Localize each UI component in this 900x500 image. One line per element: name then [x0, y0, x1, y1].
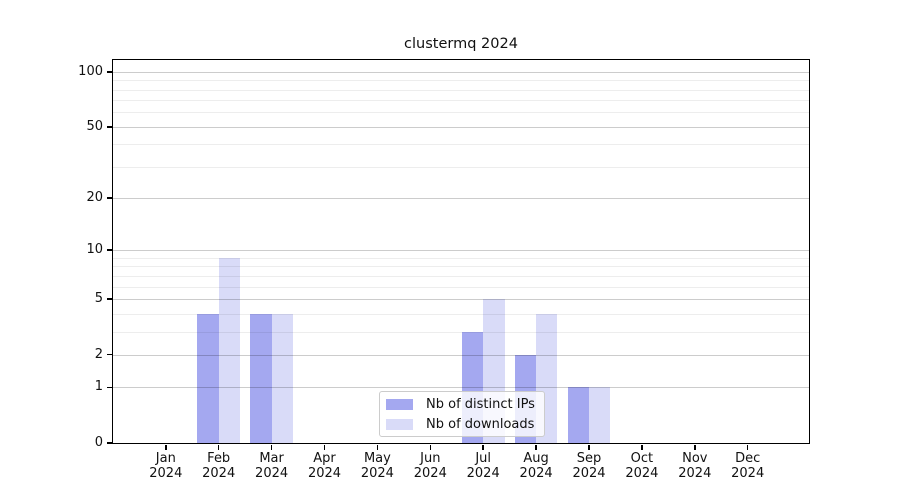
chart-title: clustermq 2024 [404, 36, 518, 52]
x-tick [694, 444, 696, 450]
y-tick-label: 0 [94, 435, 103, 450]
bar-distinct-ips [197, 313, 219, 443]
gridline-minor [113, 266, 809, 268]
x-tick-label: Jan 2024 [149, 451, 183, 481]
y-tick [106, 71, 112, 73]
gridline-minor [113, 286, 809, 288]
bar-downloads [218, 257, 241, 443]
x-tick-label: Aug 2024 [519, 451, 553, 481]
y-tick-label: 5 [94, 290, 103, 306]
x-tick [323, 444, 326, 450]
bar-distinct-ips [250, 313, 272, 443]
y-tick [106, 298, 112, 300]
y-tick [106, 126, 112, 128]
x-tick [746, 444, 749, 450]
y-tick-label: 100 [78, 63, 103, 79]
gridline-major [113, 250, 809, 252]
legend-row-distinct-ips: Nb of distinct IPs [386, 396, 544, 412]
legend-row-downloads: Nb of downloads [386, 416, 544, 432]
legend-label-downloads: Nb of downloads [426, 416, 535, 432]
y-tick [106, 353, 112, 356]
x-tick-label: Dec 2024 [731, 451, 765, 481]
x-tick-label: Apr 2024 [307, 451, 342, 481]
gridline-minor [113, 100, 809, 102]
x-tick [588, 444, 590, 450]
x-tick-label: Jun 2024 [413, 451, 447, 481]
gridline-major [113, 198, 809, 200]
gridline-major [113, 298, 809, 300]
x-tick [376, 444, 379, 450]
y-tick-label: 20 [86, 190, 103, 206]
x-tick [429, 444, 432, 450]
x-tick [165, 444, 167, 450]
x-tick-label: Nov 2024 [678, 451, 712, 481]
x-tick-label: Jul 2024 [466, 451, 500, 481]
x-tick-label: May 2024 [360, 451, 394, 481]
x-tick-label: Feb 2024 [202, 451, 236, 481]
bar-downloads [271, 313, 293, 443]
y-tick-label: 10 [86, 242, 103, 258]
x-tick-label: Mar 2024 [255, 451, 289, 481]
gridline-minor [113, 331, 809, 333]
y-tick-label: 1 [94, 379, 103, 395]
y-tick-label: 2 [94, 346, 103, 362]
gridline-minor [113, 275, 809, 277]
y-tick [106, 386, 112, 388]
legend-label-distinct-ips: Nb of distinct IPs [426, 396, 535, 412]
bar-distinct-ips [567, 387, 589, 443]
y-tick-label: 50 [86, 118, 103, 134]
gridline-minor [113, 89, 809, 91]
y-tick [106, 197, 112, 199]
gridline-major [113, 71, 809, 73]
x-tick [270, 444, 273, 450]
gridline-major [113, 354, 809, 356]
legend: Nb of distinct IPs Nb of downloads [379, 391, 545, 437]
x-tick [482, 444, 484, 450]
gridline-minor [113, 144, 809, 146]
x-tick [535, 444, 537, 450]
gridline-minor [113, 257, 809, 259]
x-tick-label: Sep 2024 [572, 451, 606, 481]
x-tick [217, 444, 220, 450]
bar-downloads [589, 387, 611, 443]
gridline-minor [113, 313, 809, 315]
x-tick [641, 444, 643, 450]
plot-area: 0 1 2 5 10 20 50 100 Jan 2024 Feb 2024 Mar 2024 Apr… [78, 59, 810, 481]
legend-swatch-distinct-ips [386, 398, 413, 410]
gridline-minor [113, 80, 809, 82]
gridline-minor [113, 166, 809, 168]
x-tick-label: Oct 2024 [625, 451, 659, 481]
gridline-major [113, 126, 809, 128]
y-tick [106, 249, 112, 251]
legend-swatch-downloads [386, 418, 413, 430]
gridline-minor [113, 112, 809, 114]
y-tick [106, 442, 112, 444]
gridline-major [113, 387, 809, 389]
